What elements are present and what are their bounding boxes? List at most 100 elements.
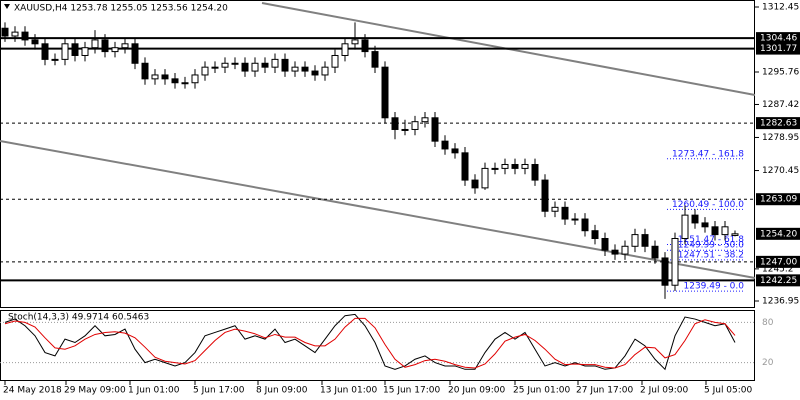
fib-label: 1251.47 - 61.8 <box>678 235 744 245</box>
candle-body <box>161 74 169 80</box>
candle-body <box>721 226 729 236</box>
candle-body <box>71 43 79 56</box>
x-tick-label: 5 Jun 17:00 <box>193 386 245 396</box>
level-label: 1247.00 <box>760 257 797 267</box>
candle-body <box>441 140 449 150</box>
fib-label: 1247.51 - 38.2 <box>678 250 744 260</box>
candle-body <box>331 54 339 68</box>
candle-body <box>561 206 569 220</box>
fib-label: 1239.49 - 0.0 <box>684 282 745 292</box>
candle-body <box>581 218 589 232</box>
x-tick-label: 13 Jun 01:00 <box>320 386 377 396</box>
y-tick-label: 1287.42 <box>762 100 799 110</box>
candle-body <box>591 230 599 239</box>
x-tick-label: 25 Jun 01:00 <box>513 386 570 396</box>
y-tick-label: 1236.95 <box>762 296 799 306</box>
candle-body <box>21 31 29 41</box>
candle-body <box>321 66 329 76</box>
level-tag <box>756 274 800 287</box>
candle-body <box>171 78 179 84</box>
candle-body <box>401 128 409 131</box>
candle-body <box>701 222 709 228</box>
candle-body <box>91 39 99 49</box>
level-tag <box>756 193 800 206</box>
candle-body <box>521 164 529 169</box>
level-label: 1263.09 <box>760 195 797 205</box>
level-tag <box>756 255 800 268</box>
candle-body <box>201 66 209 76</box>
x-tick-label: 24 May 2018 <box>3 386 62 396</box>
candle-body <box>351 39 359 45</box>
candle-body <box>81 47 89 56</box>
candle-body <box>471 179 479 189</box>
candle-body <box>251 62 259 72</box>
candle-body <box>41 43 49 60</box>
x-tick-label: 20 Jun 09:00 <box>448 386 505 396</box>
candle-body <box>291 66 299 72</box>
x-tick-label: 27 Jun 17:00 <box>576 386 633 396</box>
candle-body <box>101 39 109 53</box>
candle-body <box>671 237 679 286</box>
candle-body <box>611 249 619 255</box>
candle-body <box>531 164 539 181</box>
candle-body <box>711 226 719 236</box>
x-tick-label: 1 Jun 01:00 <box>128 386 180 396</box>
candle-body <box>31 39 39 45</box>
candle-body <box>341 43 349 56</box>
candle-body <box>221 62 229 68</box>
main-pane <box>0 0 755 308</box>
level-label: 1304.46 <box>760 34 797 44</box>
candle-body <box>391 117 399 130</box>
price-tag <box>756 227 800 240</box>
chart-title: XAUUSD,H4 1253.78 1255.05 1253.56 1254.2… <box>14 4 228 14</box>
candle-body <box>1 27 9 37</box>
level-tag <box>756 117 800 130</box>
level-tag <box>756 42 800 55</box>
candle-body <box>641 234 649 247</box>
candle-body <box>571 218 579 221</box>
candle-body <box>681 214 689 239</box>
candle-body <box>691 214 699 224</box>
candle-body <box>651 245 659 259</box>
indicator-tick-label: 80 <box>762 318 774 328</box>
candle-body <box>731 233 739 236</box>
indicator-label: Stoch(14,3,3) 49.9714 60.5463 <box>8 313 149 323</box>
candle-body <box>121 43 129 49</box>
level-label: 1282.63 <box>760 119 797 129</box>
x-tick-label: 5 Jul 05:00 <box>704 386 753 396</box>
candle-body <box>61 43 69 60</box>
candle-body <box>191 74 199 84</box>
candle-body <box>311 70 319 76</box>
indicator-tick-label: 20 <box>762 358 774 368</box>
candle-body <box>51 58 59 61</box>
candle-body <box>501 164 509 169</box>
level-label: 1301.77 <box>760 44 797 54</box>
candle-body <box>271 58 279 68</box>
level-label: 1242.25 <box>760 276 797 286</box>
candle-body <box>601 237 609 251</box>
stochastic-line <box>4 317 736 369</box>
x-tick-label: 2 Jul 09:00 <box>640 386 689 396</box>
candle-body <box>371 51 379 68</box>
fib-label: 1249.99 - 50.0 <box>678 241 744 251</box>
price-label: 1254.20 <box>760 229 797 239</box>
y-tick-label: 1270.45 <box>762 166 799 176</box>
candle-body <box>151 74 159 80</box>
y-tick-label: 1245.2 <box>762 264 794 274</box>
candle-body <box>181 82 189 85</box>
candle-body <box>111 47 119 53</box>
x-tick-label: 8 Jun 09:00 <box>256 386 308 396</box>
level-tag <box>756 32 800 45</box>
candle-body <box>231 62 239 65</box>
candle-body <box>211 66 219 69</box>
candle-body <box>141 62 149 80</box>
candle-body <box>411 121 419 130</box>
y-tick-label: 1278.95 <box>762 133 799 143</box>
candle-body <box>661 257 669 286</box>
candle-body <box>361 39 369 53</box>
candle-body <box>421 117 429 123</box>
candle-body <box>241 62 249 72</box>
candle-body <box>541 179 549 212</box>
candle-body <box>481 167 489 189</box>
